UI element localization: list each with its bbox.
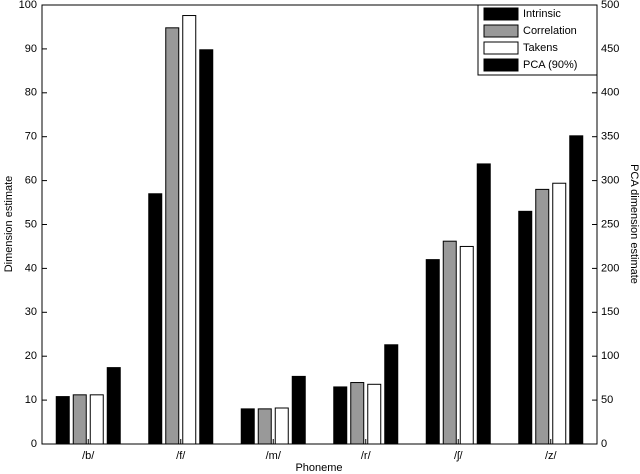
legend-label: PCA (90%) (523, 59, 577, 71)
bar (240, 408, 255, 445)
y-tick-label: 90 (25, 43, 37, 55)
y-tick-label: 10 (25, 394, 37, 406)
bar (89, 394, 104, 445)
bar (165, 27, 180, 445)
y2-tick-label: 300 (601, 175, 619, 187)
bar (367, 383, 382, 445)
x-axis-label: Phoneme (295, 462, 342, 474)
bar (552, 182, 567, 445)
legend-swatch (483, 24, 519, 38)
y2-tick-label: 50 (601, 394, 613, 406)
bar (442, 240, 457, 445)
y2-tick-label: 500 (601, 0, 619, 11)
y-tick-label: 70 (25, 131, 37, 143)
y2-tick-label: 450 (601, 43, 619, 55)
bar (518, 210, 533, 445)
y2-tick-label: 200 (601, 262, 619, 274)
y-tick-label: 80 (25, 87, 37, 99)
bar (55, 396, 70, 445)
bar (148, 193, 163, 445)
bar (384, 344, 399, 445)
bar (274, 407, 289, 445)
bar (569, 135, 584, 445)
y2-tick-label: 150 (601, 306, 619, 318)
x-tick-label: /f/ (176, 450, 186, 462)
plot-frame (41, 4, 598, 445)
x-tick-label: /b/ (82, 450, 95, 462)
bar (72, 394, 87, 445)
bar (476, 163, 491, 445)
y2-tick-label: 350 (601, 131, 619, 143)
y-tick-label: 20 (25, 350, 37, 362)
x-tick-label: /r/ (361, 450, 372, 462)
bar (291, 375, 306, 445)
bar (199, 49, 214, 445)
bar (459, 245, 474, 445)
x-tick-label: /z/ (545, 450, 558, 462)
bar (535, 188, 550, 445)
y2-tick-label: 250 (601, 218, 619, 230)
y-tick-label: 30 (25, 306, 37, 318)
y2-tick-label: 400 (601, 87, 619, 99)
y-tick-label: 100 (19, 0, 37, 11)
y2-axis-label: PCA dimension estimate (628, 164, 640, 284)
bar (257, 408, 272, 445)
bar (425, 259, 440, 445)
y-tick-label: 60 (25, 175, 37, 187)
bar (333, 386, 348, 445)
y2-tick-label: 0 (601, 438, 607, 450)
legend-swatch (483, 7, 519, 21)
bar (350, 382, 365, 445)
y-axis-label: Dimension estimate (3, 176, 15, 273)
legend-label: Intrinsic (523, 8, 561, 20)
y-tick-label: 40 (25, 262, 37, 274)
y-tick-label: 0 (31, 438, 37, 450)
legend-swatch (483, 41, 519, 55)
y-tick-label: 50 (25, 218, 37, 230)
bar (182, 15, 197, 445)
x-tick-label: /ʃ/ (454, 450, 464, 462)
x-tick-label: /m/ (266, 450, 282, 462)
bar (106, 367, 121, 445)
y2-tick-label: 100 (601, 350, 619, 362)
legend-label: Takens (523, 42, 558, 54)
legend-swatch (483, 58, 519, 72)
legend-label: Correlation (523, 25, 577, 37)
